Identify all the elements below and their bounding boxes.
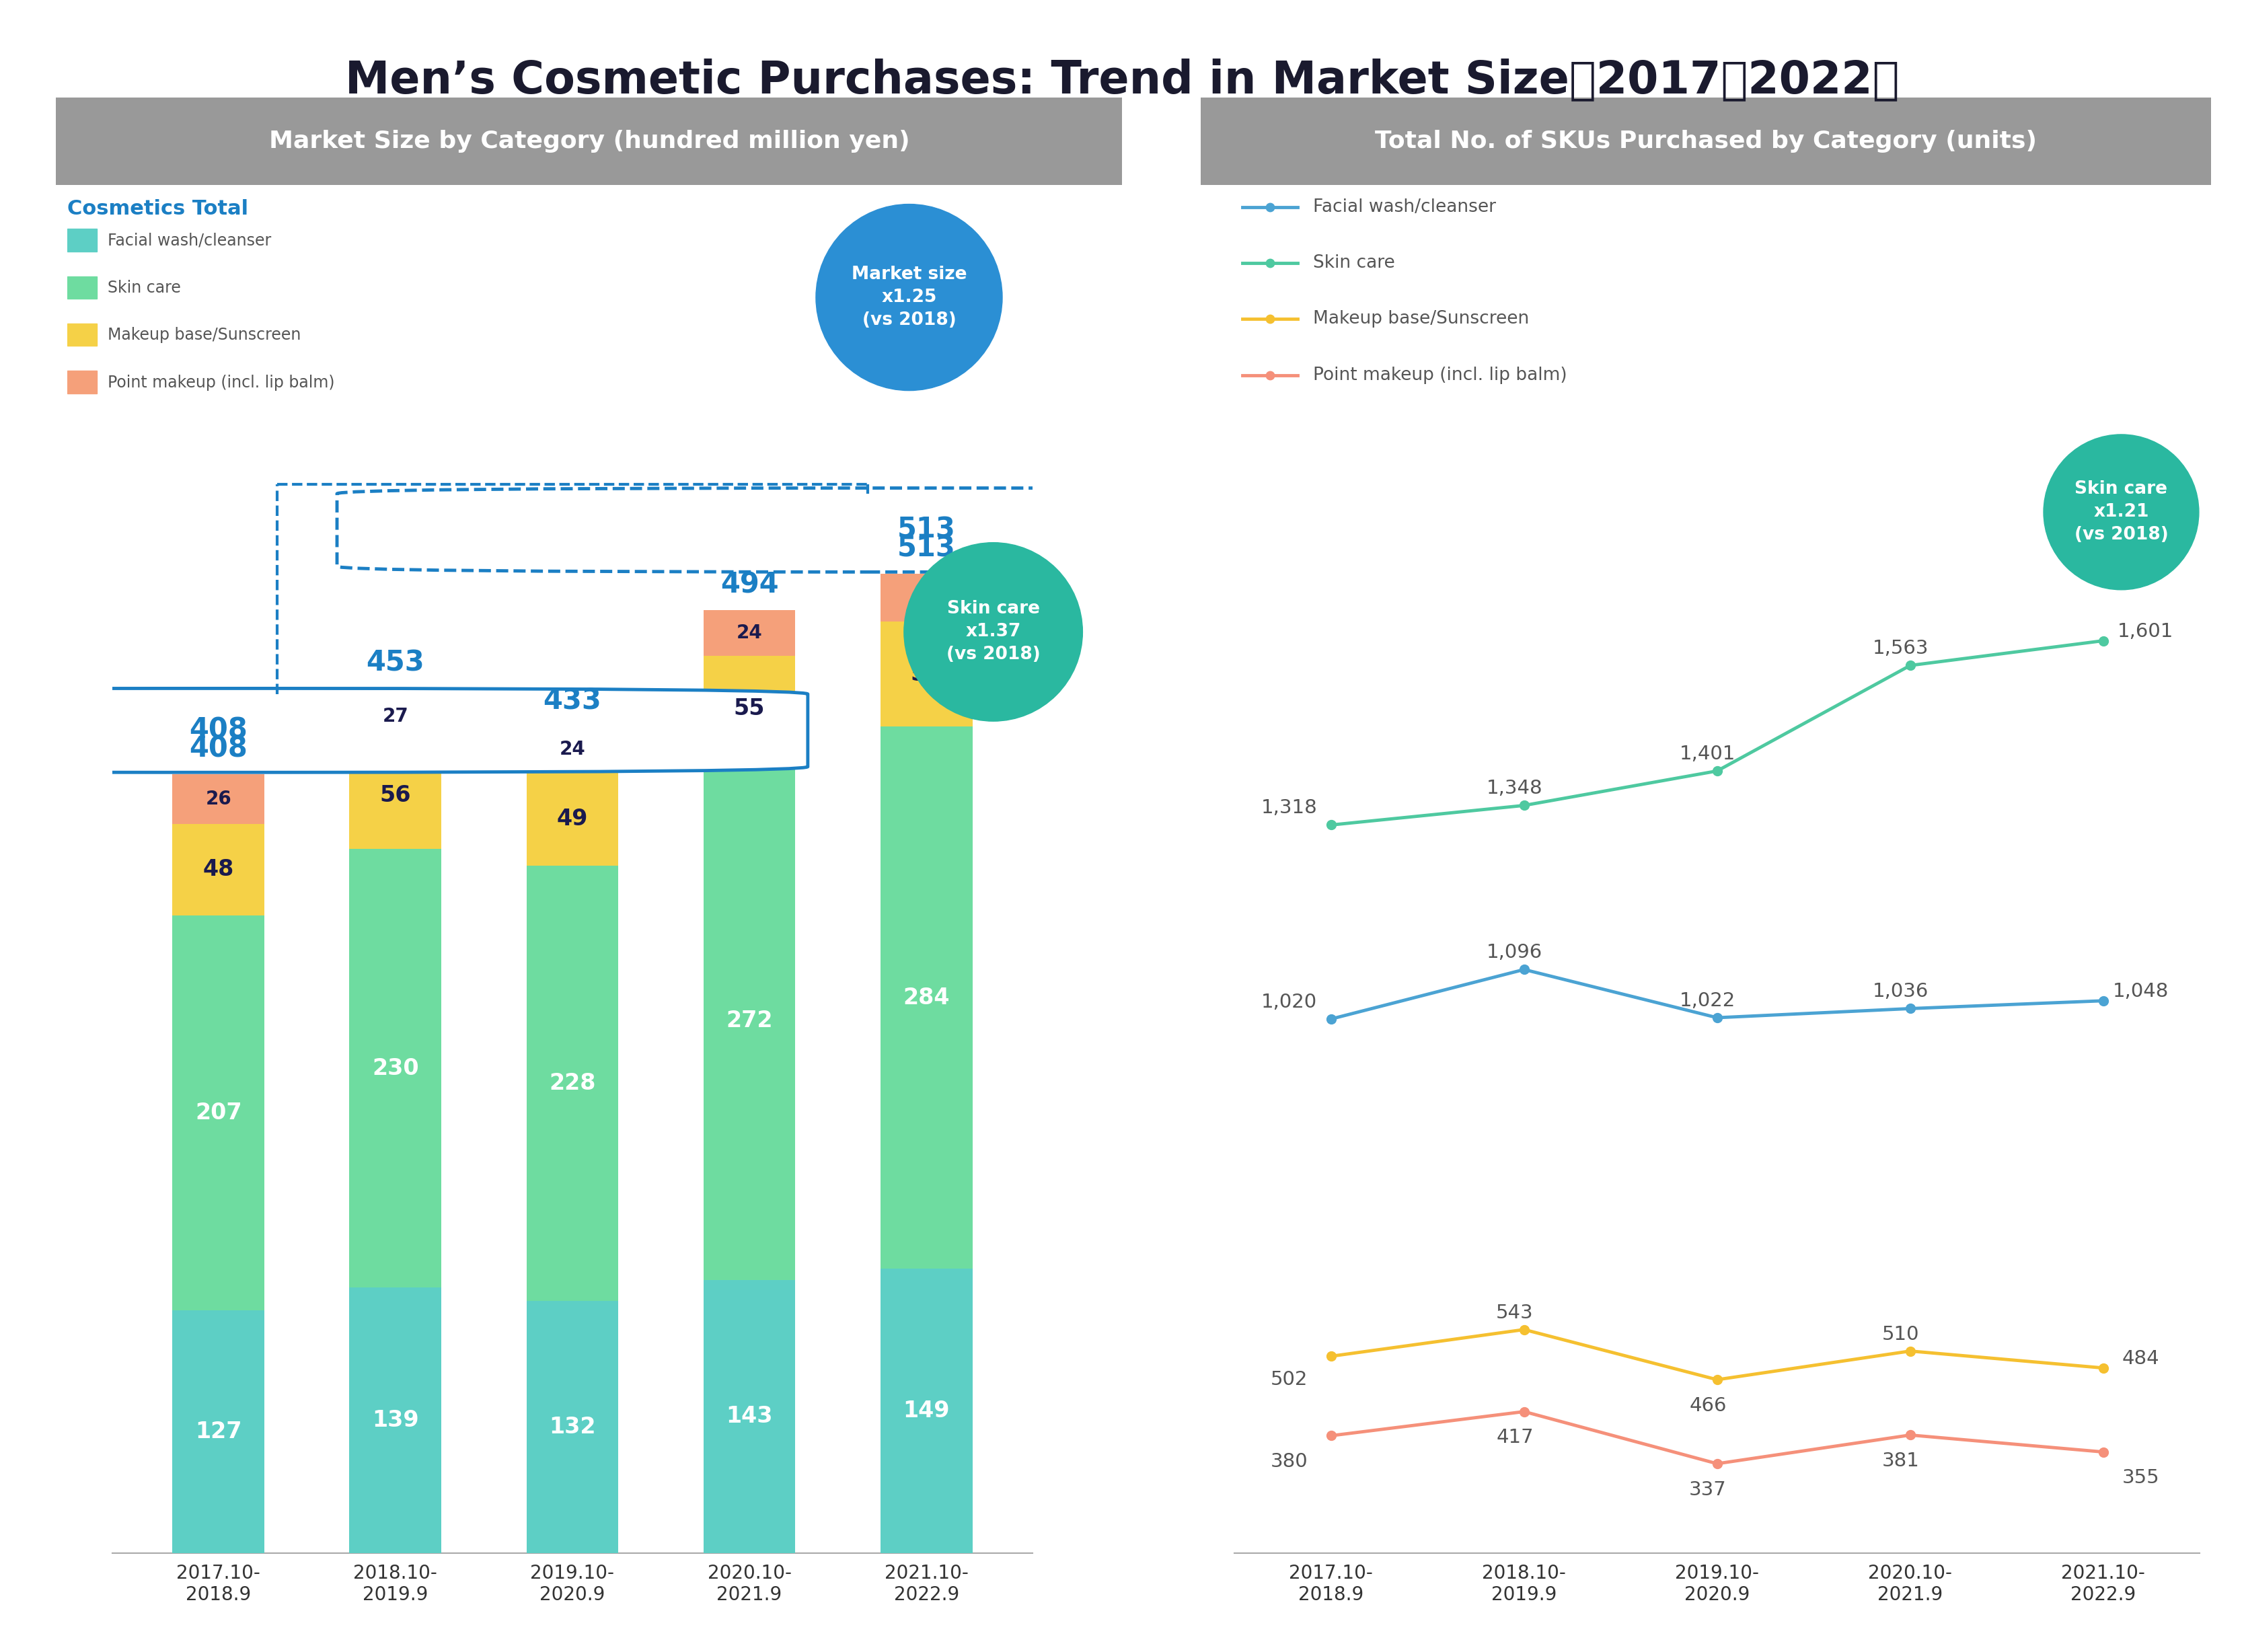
Bar	[880, 621, 972, 727]
FancyBboxPatch shape	[337, 487, 1515, 572]
FancyBboxPatch shape	[0, 689, 808, 773]
Text: 149: 149	[902, 1399, 949, 1422]
Text: 143: 143	[725, 1406, 772, 1427]
Text: 484: 484	[2121, 1350, 2159, 1368]
Text: 284: 284	[902, 986, 949, 1009]
Text: 1,036: 1,036	[1871, 983, 1928, 1001]
FancyBboxPatch shape	[0, 94, 1196, 188]
Text: Market Size by Category (hundred million yen): Market Size by Category (hundred million…	[269, 131, 909, 152]
Text: 1,318: 1,318	[1261, 798, 1317, 818]
Text: 132: 132	[550, 1416, 595, 1437]
Text: 56: 56	[379, 785, 411, 806]
Bar	[880, 573, 972, 621]
Text: 1,096: 1,096	[1486, 943, 1542, 961]
Text: 494: 494	[720, 570, 779, 598]
Bar	[702, 1280, 794, 1553]
Bar	[173, 1310, 265, 1553]
FancyBboxPatch shape	[1129, 94, 2244, 188]
Text: Facial wash/cleanser: Facial wash/cleanser	[1313, 198, 1497, 216]
Text: 1,020: 1,020	[1261, 993, 1317, 1011]
Text: 453: 453	[366, 649, 424, 677]
Bar	[350, 691, 442, 742]
Bar	[173, 824, 265, 915]
Text: 1,348: 1,348	[1486, 780, 1542, 798]
Text: 417: 417	[1497, 1429, 1533, 1447]
Text: 1,048: 1,048	[2112, 981, 2168, 1001]
Bar	[880, 1269, 972, 1553]
Text: 510: 510	[1883, 1325, 1919, 1343]
Bar	[702, 656, 794, 762]
Text: Skin care
x1.37
(vs 2018): Skin care x1.37 (vs 2018)	[947, 600, 1039, 664]
Text: Skin care
x1.21
(vs 2018): Skin care x1.21 (vs 2018)	[2073, 481, 2168, 544]
Text: Skin care: Skin care	[108, 279, 182, 296]
Bar	[173, 915, 265, 1310]
Text: 502: 502	[1270, 1370, 1308, 1389]
Text: Market size
x1.25
(vs 2018): Market size x1.25 (vs 2018)	[850, 266, 967, 329]
Bar	[350, 849, 442, 1287]
Text: 207: 207	[195, 1102, 242, 1123]
Circle shape	[904, 542, 1082, 722]
Bar	[350, 1287, 442, 1553]
Text: 337: 337	[1687, 1480, 1726, 1500]
Bar	[880, 727, 972, 1269]
Bar	[67, 324, 96, 345]
Text: 466: 466	[1690, 1396, 1726, 1416]
Text: 24: 24	[559, 740, 586, 758]
Text: Skin care: Skin care	[1313, 254, 1394, 273]
Text: 513: 513	[898, 515, 956, 544]
Text: 380: 380	[1270, 1452, 1308, 1472]
Bar	[702, 762, 794, 1280]
Text: 381: 381	[1880, 1452, 1919, 1470]
Text: 49: 49	[557, 808, 588, 831]
Text: 433: 433	[543, 687, 601, 715]
Text: 1,563: 1,563	[1871, 639, 1928, 657]
Text: 408: 408	[188, 717, 247, 745]
Text: 26: 26	[206, 790, 231, 808]
Bar	[525, 773, 619, 866]
Bar	[702, 610, 794, 656]
Text: 48: 48	[202, 859, 233, 881]
Text: 228: 228	[550, 1072, 595, 1095]
Text: 355: 355	[2121, 1469, 2159, 1487]
Bar	[525, 1302, 619, 1553]
Bar	[67, 370, 96, 393]
Text: Point makeup (incl. lip balm): Point makeup (incl. lip balm)	[108, 375, 334, 390]
Text: Total No. of SKUs Purchased by Category (units): Total No. of SKUs Purchased by Category …	[1376, 131, 2035, 152]
Text: 543: 543	[1497, 1303, 1533, 1322]
Circle shape	[815, 205, 1003, 390]
Text: 1,401: 1,401	[1679, 745, 1735, 763]
Text: 513: 513	[898, 534, 956, 562]
Text: 1,601: 1,601	[2116, 621, 2172, 641]
Bar	[525, 866, 619, 1302]
Bar	[173, 775, 265, 824]
Text: 55: 55	[911, 662, 942, 686]
Text: 127: 127	[195, 1421, 242, 1442]
Text: 230: 230	[373, 1057, 420, 1079]
Text: 27: 27	[381, 707, 408, 725]
Text: Point makeup (incl. lip balm): Point makeup (incl. lip balm)	[1313, 367, 1566, 383]
Bar	[525, 727, 619, 773]
Text: Makeup base/Sunscreen: Makeup base/Sunscreen	[108, 327, 301, 344]
Text: 272: 272	[725, 1009, 772, 1031]
Text: 25: 25	[913, 588, 940, 608]
Text: Makeup base/Sunscreen: Makeup base/Sunscreen	[1313, 311, 1528, 327]
Circle shape	[2042, 434, 2199, 590]
Text: Cosmetics Total: Cosmetics Total	[67, 198, 249, 218]
Text: Men’s Cosmetic Purchases: Trend in Market Size（2017～2022）: Men’s Cosmetic Purchases: Trend in Marke…	[346, 58, 1898, 102]
Bar	[67, 230, 96, 251]
Text: 408: 408	[188, 735, 247, 763]
Text: 55: 55	[734, 697, 765, 720]
Text: 139: 139	[373, 1409, 420, 1431]
Bar	[350, 742, 442, 849]
Text: Facial wash/cleanser: Facial wash/cleanser	[108, 233, 272, 249]
Text: 1,022: 1,022	[1679, 991, 1735, 1011]
Bar	[67, 276, 96, 299]
Text: 24: 24	[736, 624, 763, 643]
